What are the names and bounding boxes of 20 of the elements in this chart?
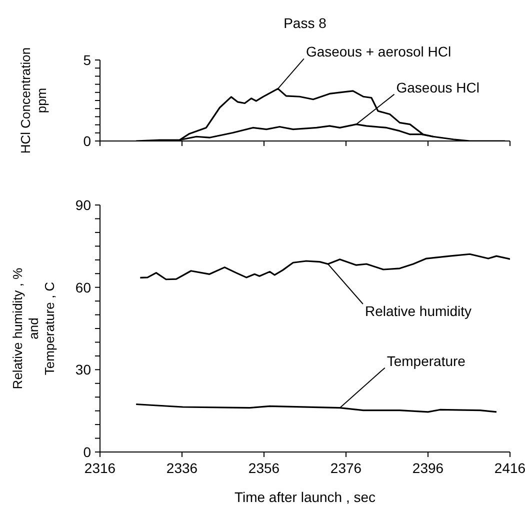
y-axis-title: Relative humidity , % and Temperature , C (10, 267, 57, 390)
text: Gaseous + aerosol HCl (306, 44, 452, 60)
x-tick-label: 2396 (412, 460, 444, 476)
x-tick-label: 2336 (166, 460, 198, 476)
x-axis-title: Time after launch , sec (234, 489, 376, 505)
y-tick-label: 60 (75, 279, 92, 296)
text: Relative humidity (364, 303, 472, 320)
x-tick-label: 2376 (330, 460, 362, 476)
x-tick-label: 2316 (84, 460, 116, 476)
chart-title: Pass 8 (284, 15, 327, 31)
x-tick-label: 2416 (494, 460, 525, 476)
y-tick-label: 30 (75, 362, 92, 378)
y-tick-label: 5 (83, 52, 92, 68)
x-tick-label: 2356 (248, 460, 280, 476)
y-tick-label: 0 (83, 133, 92, 149)
text: Gaseous HCl (396, 79, 480, 96)
y-axis-title: HCl Concentration ppm (18, 47, 49, 154)
y-tick-label: 90 (75, 197, 92, 213)
y-tick-label: 0 (83, 444, 92, 460)
text: Temperature (386, 352, 466, 369)
